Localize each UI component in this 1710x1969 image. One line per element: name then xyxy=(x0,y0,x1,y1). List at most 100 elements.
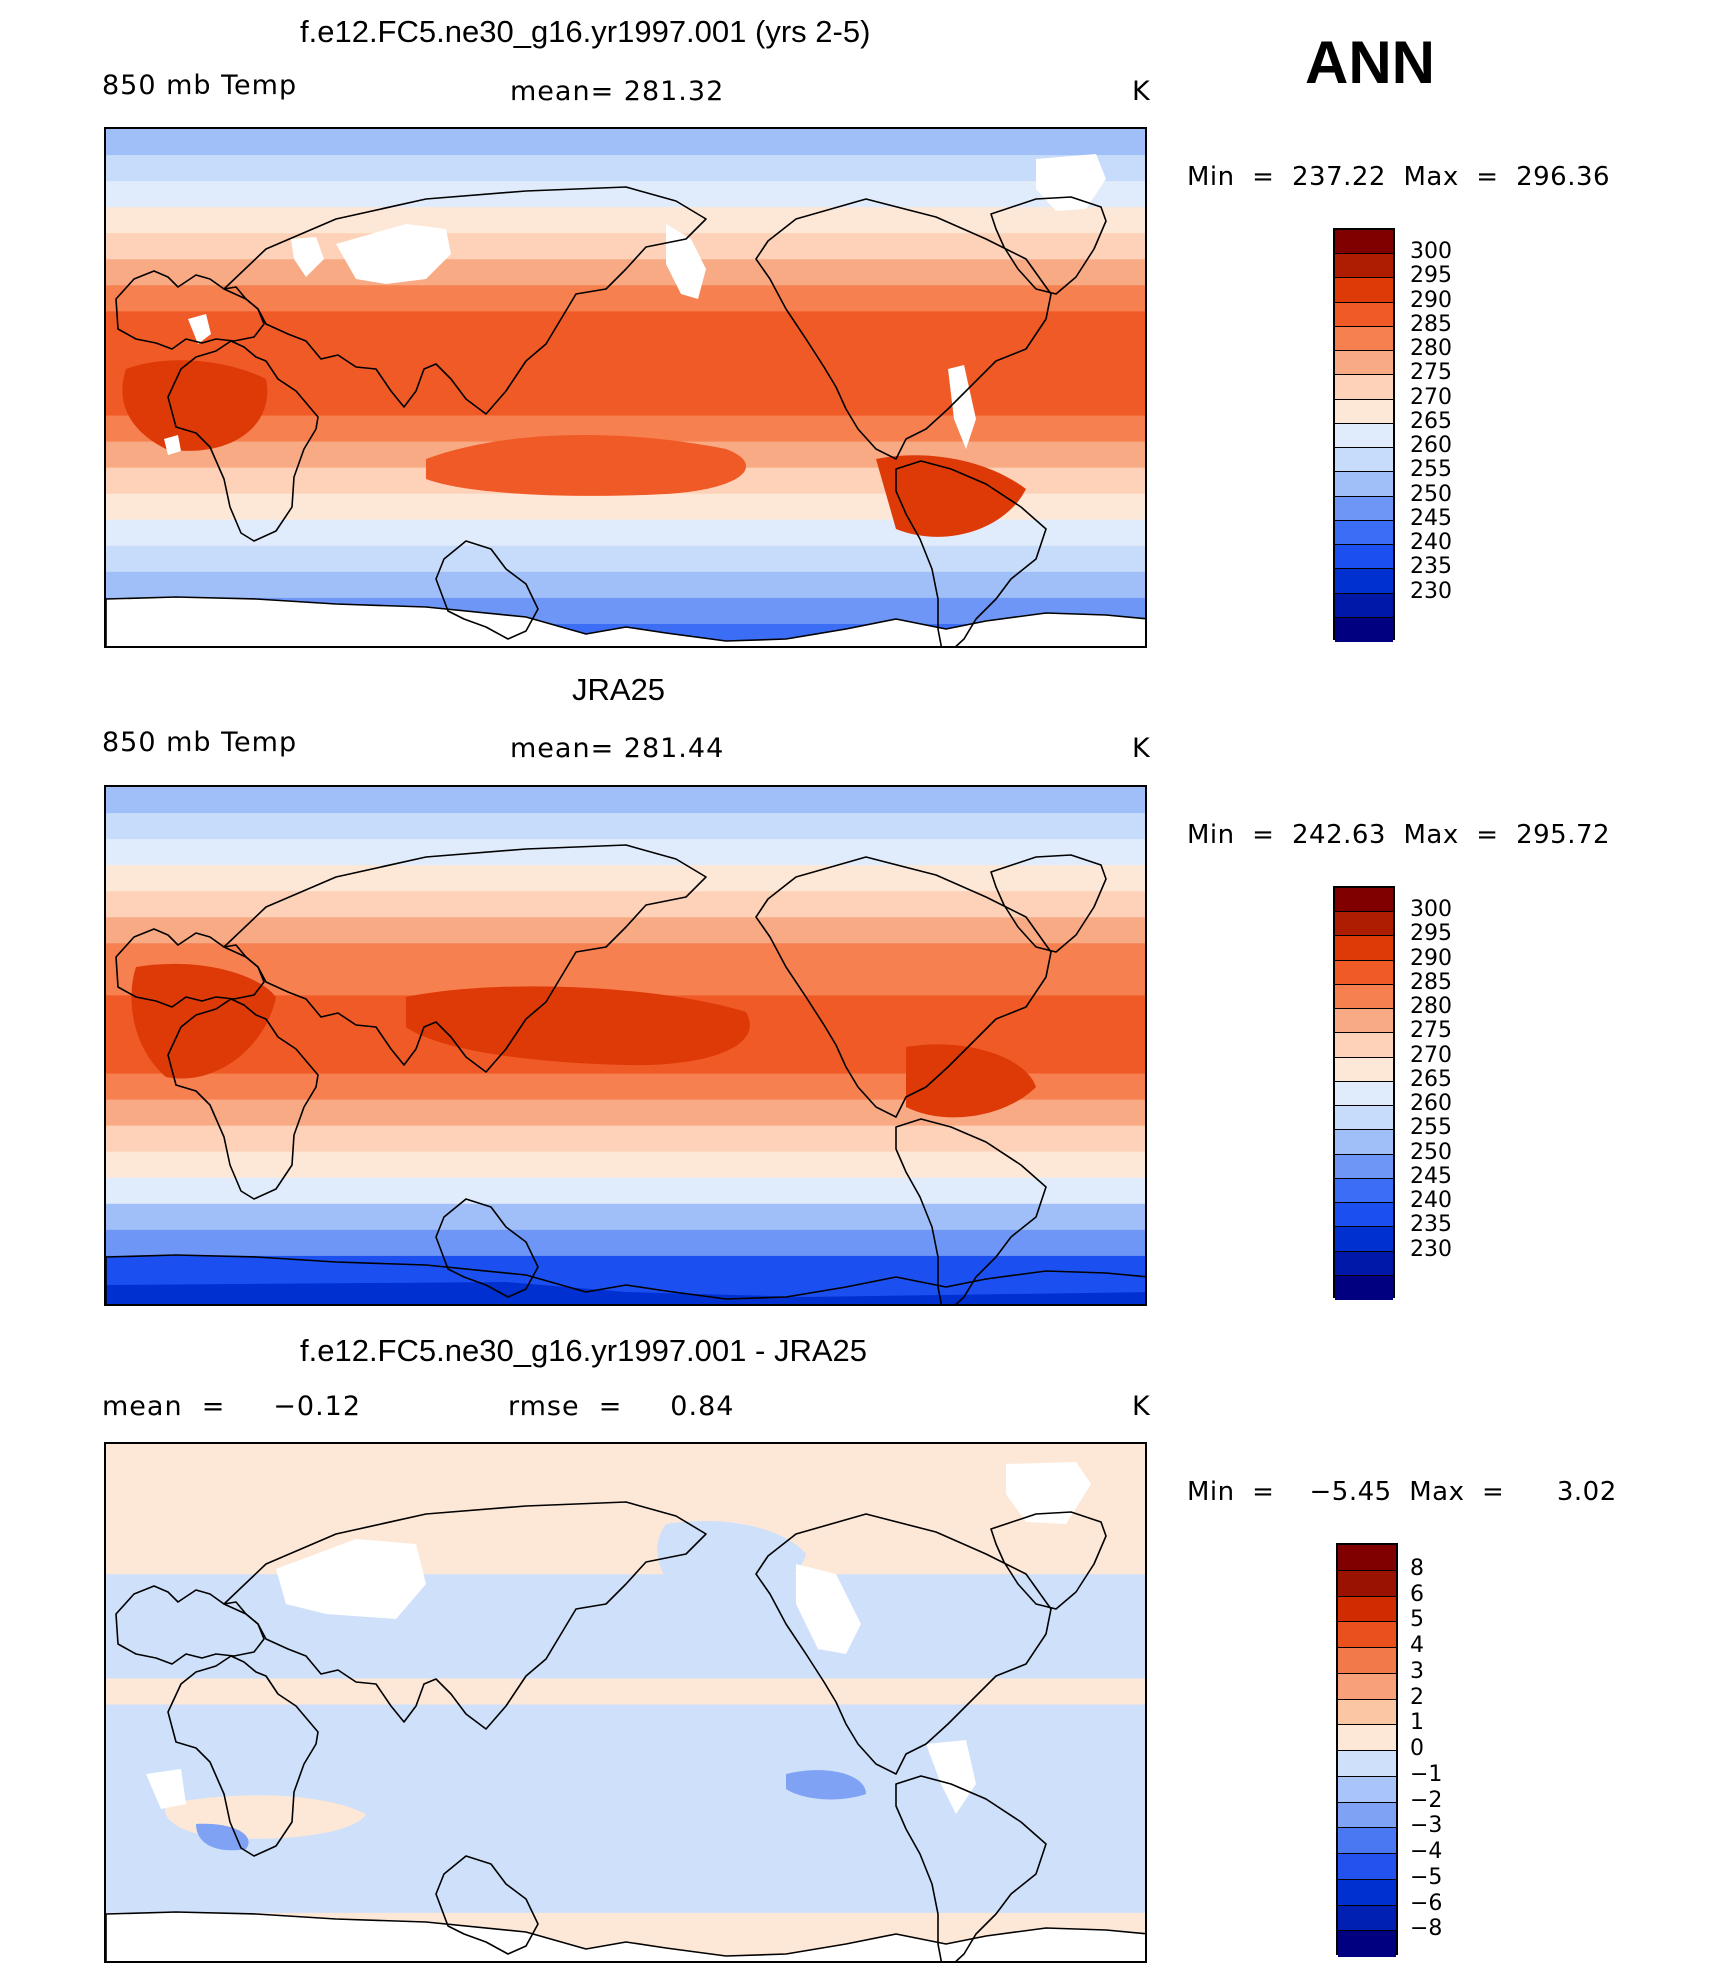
season-label: ANN xyxy=(1305,29,1435,96)
panel1-colorbar-swatch xyxy=(1335,448,1393,473)
panel1-africa-warm-contour xyxy=(122,360,268,451)
panel2-variable-label: 850 mb Temp xyxy=(102,727,298,758)
panel3-colorbar-tick-label: −8 xyxy=(1410,1916,1443,1942)
panel3-colorbar-tick-label: −3 xyxy=(1410,1813,1443,1839)
panel1-colorbar-tick-label: 275 xyxy=(1410,360,1452,386)
panel1-colorbar-tick-label: 240 xyxy=(1410,530,1452,556)
panel1-band xyxy=(106,571,1145,599)
panel1-variable-label: 850 mb Temp xyxy=(102,70,298,101)
panel2-band xyxy=(106,1203,1145,1231)
panel3-rmse-label: rmse = 0.84 xyxy=(508,1391,735,1422)
panel3-colorbar-swatch xyxy=(1338,1648,1396,1674)
panel3-colorbar-swatch xyxy=(1338,1931,1396,1957)
panel3-missing-data-mask xyxy=(796,1564,861,1654)
panel3-colorbar-swatch xyxy=(1338,1776,1396,1803)
panel2-colorbar-tick-label: 230 xyxy=(1410,1236,1452,1262)
panel1-map xyxy=(104,127,1147,648)
panel2-band xyxy=(106,1177,1145,1205)
panel2-warm-pool-contour xyxy=(406,986,750,1066)
panel3-cool-blob-east xyxy=(786,1770,866,1800)
panel3-colorbar-swatch xyxy=(1338,1673,1396,1700)
panel2-colorbar-tick-label: 260 xyxy=(1410,1091,1452,1117)
panel2-europe-coastline xyxy=(115,928,265,1008)
panel2-colorbar-tick-label: 300 xyxy=(1410,897,1452,923)
panel1-colorbar-tick-label: 245 xyxy=(1410,505,1452,531)
panel1-mean-label: mean= 281.32 xyxy=(510,76,725,107)
panel3-band xyxy=(106,1548,1145,1576)
panel2-band xyxy=(106,943,1145,971)
panel3-colorbar-tick-label: −2 xyxy=(1410,1787,1443,1813)
panel3-colorbar-tick-label: 8 xyxy=(1410,1555,1424,1581)
panel1-greenland-coastline xyxy=(990,196,1107,295)
panel2-colorbar-swatch xyxy=(1335,960,1393,985)
panel3-minmax: Min = −5.45 Max = 3.02 xyxy=(1187,1477,1617,1507)
panel2-band xyxy=(106,787,1145,815)
panel3-band xyxy=(106,1574,1145,1602)
panel3-colorbar-swatch xyxy=(1338,1905,1396,1932)
panel3-missing-data-mask xyxy=(276,1539,426,1619)
panel3-band xyxy=(106,1652,1145,1680)
panel3-band xyxy=(106,1678,1145,1706)
panel1-band xyxy=(106,311,1145,339)
panel3-colorbar-swatch xyxy=(1338,1622,1396,1648)
panel1-missing-data-mask xyxy=(666,224,706,299)
panel3-colorbar-tick-label: −5 xyxy=(1410,1864,1443,1890)
panel3-missing-data-mask xyxy=(926,1740,976,1814)
panel3-band xyxy=(106,1886,1145,1914)
panel1-colorbar-swatch xyxy=(1335,520,1393,546)
panel1-warm-pool-contour xyxy=(426,435,746,496)
panel3-colorbar-tick-label: 3 xyxy=(1410,1658,1424,1684)
panel2-colorbar-swatch xyxy=(1335,1081,1393,1107)
panel2-namerica-coastline xyxy=(755,856,1052,1118)
panel1-colorbar-swatch xyxy=(1335,423,1393,449)
panel2-colorbar-swatch xyxy=(1335,1106,1393,1131)
panel3-colorbar-tick-label: 1 xyxy=(1410,1710,1424,1736)
panel1-colorbar-swatch xyxy=(1335,302,1393,327)
panel2-colorbar-tick-label: 280 xyxy=(1410,994,1452,1020)
panel1-colorbar-swatch xyxy=(1335,569,1393,594)
panel2-antarctic-coastline xyxy=(106,1254,1145,1304)
panel1-colorbar-swatch xyxy=(1335,230,1393,255)
panel1-title: f.e12.FC5.ne30_g16.yr1997.001 (yrs 2-5) xyxy=(300,14,871,49)
panel2-band xyxy=(106,813,1145,841)
panel1-colorbar-swatch xyxy=(1335,375,1393,400)
panel1-band xyxy=(106,181,1145,209)
panel1-band xyxy=(106,545,1145,573)
panel2-band xyxy=(106,1125,1145,1153)
panel2-colorbar-swatch xyxy=(1335,984,1393,1010)
panel2-band xyxy=(106,1229,1145,1257)
panel1-band xyxy=(106,155,1145,183)
panel3-antarctic-coastline xyxy=(106,1911,1145,1961)
panel2-colorbar-tick-label: 235 xyxy=(1410,1212,1452,1238)
panel1-colorbar-tick-label: 265 xyxy=(1410,408,1452,434)
panel3-australia-coastline xyxy=(435,1855,539,1955)
panel1-colorbar-tick-label: 290 xyxy=(1410,287,1452,313)
panel3-colorbar-swatch xyxy=(1338,1570,1396,1597)
panel3-colorbar-swatch xyxy=(1338,1854,1396,1880)
panel1-band xyxy=(106,285,1145,313)
panel2-mean-label: mean= 281.44 xyxy=(510,733,725,764)
panel1-missing-data-mask xyxy=(188,314,211,344)
panel2-colorbar-swatch xyxy=(1335,1154,1393,1179)
panel3-europe-coastline xyxy=(115,1585,265,1665)
panel3-band xyxy=(106,1626,1145,1654)
panel2-title: JRA25 xyxy=(572,672,666,707)
panel1-missing-data-mask xyxy=(948,365,976,449)
panel2-band xyxy=(106,917,1145,945)
panel3-colorbar-swatch xyxy=(1338,1751,1396,1777)
panel3-colorbar-tick-label: −1 xyxy=(1410,1761,1443,1787)
panel1-colorbar-swatch xyxy=(1335,351,1393,376)
panel2-band xyxy=(106,839,1145,867)
panel2-samerica-coastline xyxy=(895,1118,1047,1304)
panel1-colorbar xyxy=(1333,228,1395,642)
panel3-band xyxy=(106,1444,1145,1472)
panel1-colorbar-tick-label: 280 xyxy=(1410,336,1452,362)
panel2-colorbar-tick-label: 290 xyxy=(1410,945,1452,971)
panel3-colorbar-swatch xyxy=(1338,1725,1396,1751)
panel1-missing-data-mask xyxy=(1036,154,1106,211)
panel1-colorbar-swatch xyxy=(1335,254,1393,279)
panel2-band xyxy=(106,865,1145,893)
panel3-colorbar-swatch xyxy=(1338,1545,1396,1571)
panel1-europe-coastline xyxy=(115,270,265,350)
panel3-namerica-coastline xyxy=(755,1513,1052,1775)
